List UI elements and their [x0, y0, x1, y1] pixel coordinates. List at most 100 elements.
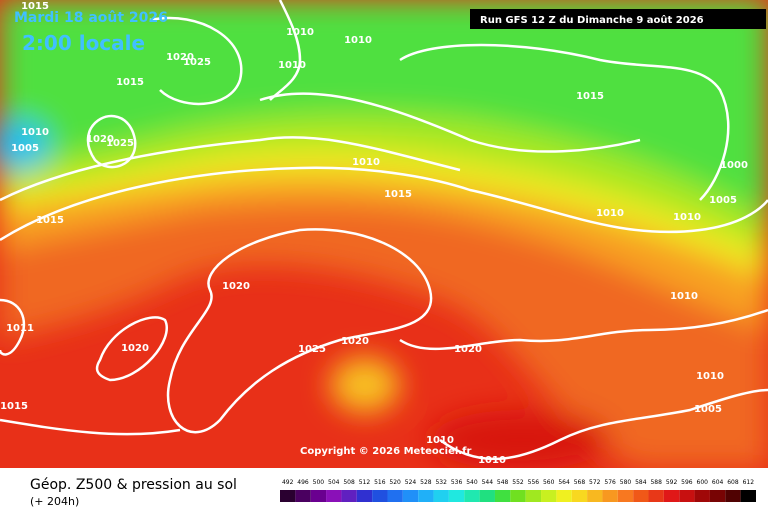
isobar-label: 1025: [298, 344, 326, 355]
scale-label: 536: [451, 479, 463, 486]
isobar-label: 1020: [86, 134, 114, 145]
scale-label: 492: [282, 479, 294, 486]
scale-swatch: [740, 490, 756, 502]
isobars: [0, 0, 768, 461]
color-scale: 492 496 500 504 508 512 516 520 524 528 532 536 540 5…: [280, 479, 756, 502]
scale-label: 496: [297, 479, 309, 486]
scale-swatch: [633, 490, 649, 502]
scale-label: 584: [635, 479, 647, 486]
isobar-label: 1020: [222, 281, 250, 292]
run-label: Run GFS 12 Z du Dimanche 9 août 2026: [480, 14, 704, 26]
isobar-label: 1011: [6, 323, 34, 334]
scale-swatch: [280, 490, 296, 502]
isobar-label: 1015: [576, 91, 604, 102]
isobar-label: 1020: [166, 52, 194, 63]
isobar-label: 1005: [11, 143, 39, 154]
isobar-labels: 1015 1010 1010 1020 1025 1010 1015 1015 …: [0, 1, 748, 466]
isobar-label: 1010: [673, 212, 701, 223]
scale-label: 548: [497, 479, 509, 486]
scale-swatch: [494, 490, 511, 502]
scale-label: 528: [420, 479, 432, 486]
scale-label: 580: [620, 479, 632, 486]
scale-swatch: [448, 490, 465, 502]
scale-swatch: [525, 490, 542, 502]
scale-swatch: [663, 490, 680, 502]
scale-swatch: [617, 490, 634, 502]
scale-label: 600: [697, 479, 709, 486]
scale-label: 512: [359, 479, 371, 486]
scale-swatch: [602, 490, 618, 502]
scale-label: 564: [558, 479, 570, 486]
isobar-label: 1005: [694, 404, 722, 415]
isobar-label: 1010: [596, 208, 624, 219]
scale-swatch: [295, 490, 311, 502]
isobar-label: 1015: [116, 77, 144, 88]
scale-swatch: [541, 490, 557, 502]
copyright: Copyright © 2026 Meteociel.fr: [300, 446, 471, 457]
scale-swatch: [725, 490, 741, 502]
scale-label: 576: [604, 479, 616, 486]
isobar-label: 1020: [454, 344, 482, 355]
scale-label: 572: [589, 479, 601, 486]
scale-label: 560: [543, 479, 555, 486]
scale-label: 604: [712, 479, 724, 486]
scale-label: 540: [466, 479, 478, 486]
scale-swatch: [356, 490, 373, 502]
isobar-label: 1000: [720, 160, 748, 171]
scale-swatch: [433, 490, 449, 502]
scale-label: 608: [727, 479, 739, 486]
isobar-label: 1010: [696, 371, 724, 382]
scale-label: 568: [574, 479, 586, 486]
time-label: 2:00 locale: [22, 31, 145, 55]
scale-swatch: [341, 490, 357, 502]
isobar-label: 1010: [344, 35, 372, 46]
scale-swatch: [402, 490, 419, 502]
scale-label: 524: [405, 479, 417, 486]
isobar-label: 1005: [709, 195, 737, 206]
scale-label: 556: [528, 479, 540, 486]
scale-label: 516: [374, 479, 386, 486]
scale-label: 520: [389, 479, 401, 486]
isobar-label: 1010: [352, 157, 380, 168]
scale-label: 596: [681, 479, 693, 486]
isobar-label: 1020: [341, 336, 369, 347]
scale-swatch: [479, 490, 495, 502]
scale-swatch: [510, 490, 526, 502]
scale-label: 588: [650, 479, 662, 486]
isobar-label: 1025: [183, 57, 211, 68]
scale-swatch: [709, 490, 726, 502]
scale-swatch: [587, 490, 603, 502]
isobar-label: 1010: [426, 435, 454, 446]
scale-label: 544: [482, 479, 494, 486]
scale-label: 592: [666, 479, 678, 486]
scale-label: 532: [435, 479, 447, 486]
scale-swatch: [679, 490, 695, 502]
scale-label: 500: [313, 479, 325, 486]
scale-swatch: [372, 490, 388, 502]
isobar-label: 1010: [21, 127, 49, 138]
map-field: [0, 0, 768, 470]
scale-swatch: [387, 490, 403, 502]
scale-swatch: [464, 490, 480, 502]
run-box: [470, 9, 766, 29]
isobar-label: 1010: [278, 60, 306, 71]
scale-swatch: [418, 490, 434, 502]
isobar-label: 1010: [670, 291, 698, 302]
scale-label: 612: [743, 479, 755, 486]
isobar-label: 1010: [478, 455, 506, 466]
isobar-label: 1025: [106, 138, 134, 149]
isobar-label: 1015: [21, 1, 49, 12]
scale-swatch: [648, 490, 664, 502]
isobar-label: 1015: [36, 215, 64, 226]
date-label: Mardi 18 août 2026: [14, 10, 168, 26]
isobar-label: 1015: [0, 401, 28, 412]
isobar-label: 1020: [121, 343, 149, 354]
scale-label: 508: [343, 479, 355, 486]
scale-label: 504: [328, 479, 340, 486]
isobar-label: 1015: [384, 189, 412, 200]
scale-swatch: [694, 490, 710, 502]
legend-subtitle: (+ 204h): [30, 495, 79, 508]
scale-swatch: [571, 490, 588, 502]
scale-swatch: [556, 490, 572, 502]
